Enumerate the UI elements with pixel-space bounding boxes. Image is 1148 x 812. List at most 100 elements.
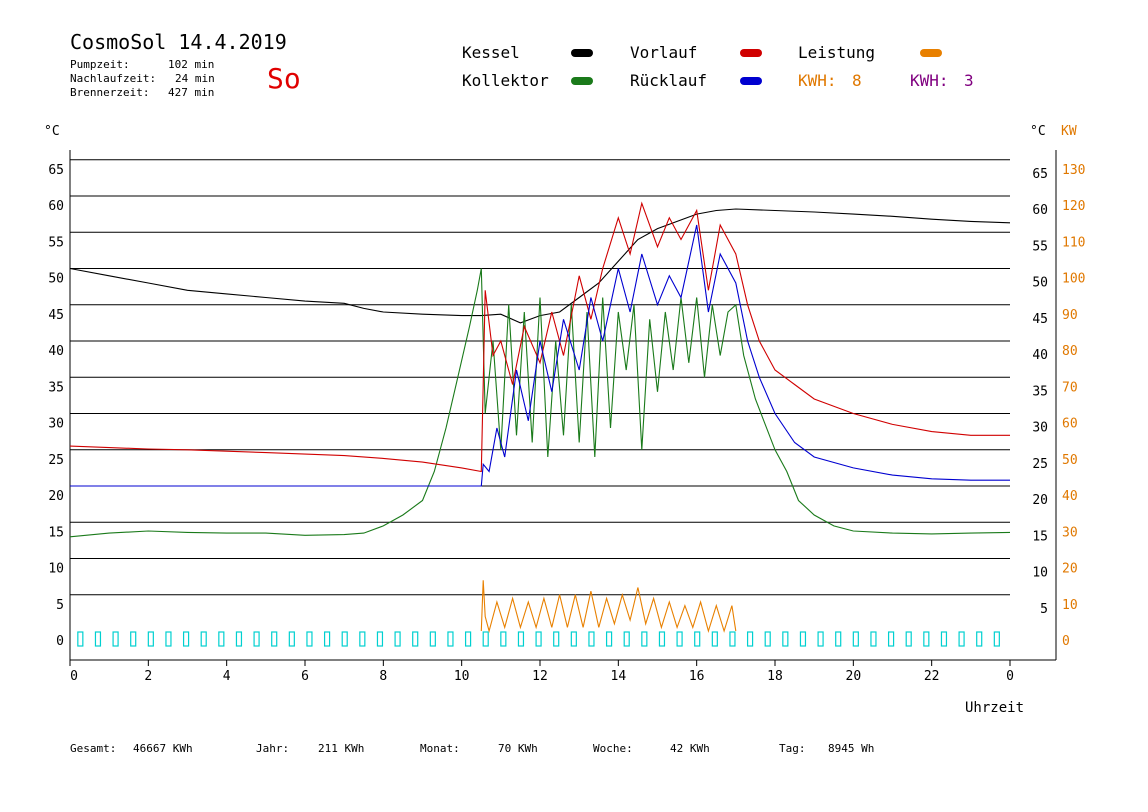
legend-swatch-ruecklauf [740,77,762,85]
y-tick-label-right: 65 [1032,167,1048,182]
footer-jahr-value: 211 KWh [318,742,365,755]
y-tick-label: 0 [56,634,64,649]
series-layer [69,201,1011,634]
pump-marker [535,631,542,647]
pump-marker [94,631,102,647]
y2-tick-label: 120 [1062,199,1085,214]
pump-marker [852,631,859,647]
y2-tick-label: 130 [1062,163,1085,178]
brennerzeit-label: Brennerzeit: [70,86,150,99]
y-tick-label: 25 [48,453,64,468]
y-tick-label-right: 50 [1032,276,1048,291]
pump-marker [500,631,507,647]
y2-tick-label: 10 [1062,598,1078,613]
y-tick-label-right: 55 [1032,239,1048,254]
x-tick-label: 6 [301,669,309,684]
y-tick-label: 10 [48,562,64,577]
y-tick-label: 65 [48,163,64,178]
y-tick-label-right: 30 [1032,421,1048,436]
y-tick-label-right: 40 [1032,348,1048,363]
chart-title: CosmoSol 14.4.2019 [70,30,287,54]
x-tick-label: 0 [70,669,78,684]
pump-marker [482,631,489,647]
pump-marker [887,631,895,647]
pump-marker [341,631,348,647]
pump-marker [200,631,207,647]
x-tick-label: 2 [144,669,152,684]
y2-tick-label: 90 [1062,308,1078,323]
y-tick-label: 60 [48,199,64,214]
pump-marker [993,631,1000,647]
pump-markers [77,631,1000,647]
legend-swatch-kessel [571,49,593,57]
series-line-ruecklauf [70,224,1010,487]
pump-marker [376,631,384,647]
day-label: So [267,62,301,95]
series-line-kessel [69,208,1011,324]
pump-marker [623,631,630,647]
legend-kwh1-value: 8 [852,71,862,90]
y-tick-label: 30 [48,417,64,432]
y2-tick-label: 0 [1062,634,1070,649]
y-tick-label-right: 5 [1040,602,1048,617]
footer-gesamt-label: Gesamt: [70,742,117,755]
x-tick-label: 16 [689,669,705,684]
nachlaufzeit-value: 24 min [175,72,215,85]
legend-vorlauf: Vorlauf [630,43,698,62]
y-tick-label-right: 10 [1032,566,1048,581]
pump-marker [447,631,454,647]
pump-marker [271,631,278,647]
pump-marker [940,631,948,647]
x-tick-label: 0 [1006,669,1014,684]
legend-kessel: Kessel [462,43,520,62]
legend-kwh2-label: KWH: [910,71,949,90]
pump-marker [870,631,877,647]
pump-marker [641,631,648,647]
pump-marker [359,631,366,647]
pumpzeit-label: Pumpzeit: [70,58,130,71]
right-axis-unit-kw: KW [1061,124,1077,139]
pump-marker [782,631,789,647]
brennerzeit-value: 427 min [168,86,215,99]
footer-tag-value: 8945 Wh [828,742,875,755]
pump-marker [130,631,137,647]
x-tick-label: 10 [454,669,470,684]
pump-marker [517,631,525,647]
pump-marker [182,631,190,647]
x-axis-label: Uhrzeit [965,700,1025,716]
y-tick-label-right: 45 [1032,312,1048,327]
y-tick-labels-right: 5 10 15 20 25 30 35 40 45 50 55 60 65 [1032,167,1048,617]
y-tick-label-right: 25 [1032,457,1048,472]
y-tick-label: 45 [48,308,64,323]
y-tick-label-right: 20 [1032,493,1048,508]
legend-swatches [571,49,942,85]
pump-marker [147,631,154,647]
y-tick-label: 40 [48,344,64,359]
footer-jahr-label: Jahr: [256,742,290,755]
pump-marker [112,631,119,647]
pump-marker [905,631,912,647]
y-tick-label: 20 [48,489,64,504]
pump-marker [835,631,842,647]
x-tick-label: 14 [611,669,627,684]
y-tick-label: 15 [48,525,64,540]
y-tick-label: 50 [48,272,64,287]
pump-marker [306,631,313,647]
gridlines [70,159,1010,596]
legend-leistung: Leistung [798,43,876,62]
series-line-kollektor [69,268,1011,538]
pump-marker [323,631,331,647]
pump-marker [77,631,84,647]
x-tick-label: 4 [223,669,231,684]
pump-marker [605,631,613,647]
pump-marker [729,631,736,647]
x-tick-label: 18 [767,669,783,684]
y-tick-labels-left: 0 5 10 15 20 25 30 35 40 45 50 55 60 65 [48,163,64,649]
x-tick-label: 22 [924,669,940,684]
y2-tick-label: 100 [1062,272,1085,287]
pump-marker [746,631,754,647]
pump-marker [235,631,243,647]
legend-swatch-leistung [920,49,942,57]
pump-marker [764,631,771,647]
